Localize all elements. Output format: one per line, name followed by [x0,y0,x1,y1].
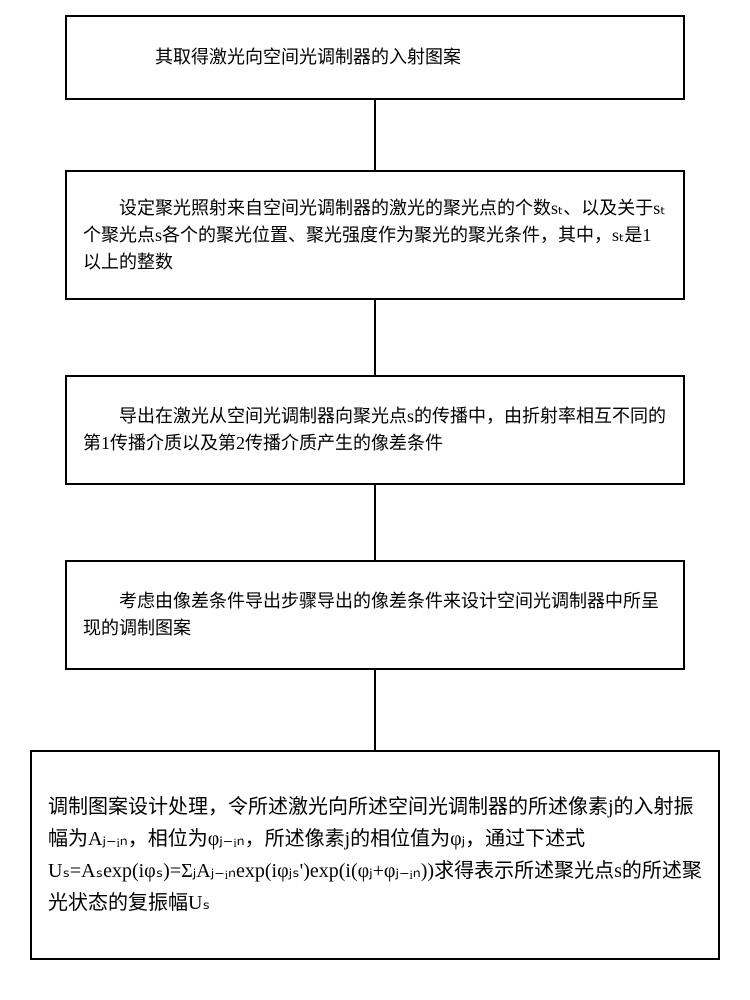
flow-step-2-text: 设定聚光照射来自空间光调制器的激光的聚光点的个数sₜ、以及关于sₜ个聚光点s各个… [83,195,667,276]
flow-step-5-text: 调制图案设计处理，令所述激光向所述空间光调制器的所述像素j的入射振幅为Aⱼ₋ᵢₙ… [48,791,702,919]
connector-3-4 [374,485,376,560]
flow-step-1-text: 其取得激光向空间光调制器的入射图案 [83,44,667,71]
flow-step-4-text: 考虑由像差条件导出步骤导出的像差条件来设计空间光调制器中所呈现的调制图案 [83,588,667,642]
flow-step-1: 其取得激光向空间光调制器的入射图案 [65,15,685,100]
flow-step-3-text: 导出在激光从空间光调制器向聚光点s的传播中，由折射率相互不同的第1传播介质以及第… [83,403,667,457]
flow-step-2: 设定聚光照射来自空间光调制器的激光的聚光点的个数sₜ、以及关于sₜ个聚光点s各个… [65,170,685,300]
flow-step-3: 导出在激光从空间光调制器向聚光点s的传播中，由折射率相互不同的第1传播介质以及第… [65,375,685,485]
connector-2-3 [374,300,376,375]
flow-step-5: 调制图案设计处理，令所述激光向所述空间光调制器的所述像素j的入射振幅为Aⱼ₋ᵢₙ… [30,750,720,960]
connector-1-2 [374,100,376,170]
connector-4-5 [374,670,376,750]
flow-step-4: 考虑由像差条件导出步骤导出的像差条件来设计空间光调制器中所呈现的调制图案 [65,560,685,670]
